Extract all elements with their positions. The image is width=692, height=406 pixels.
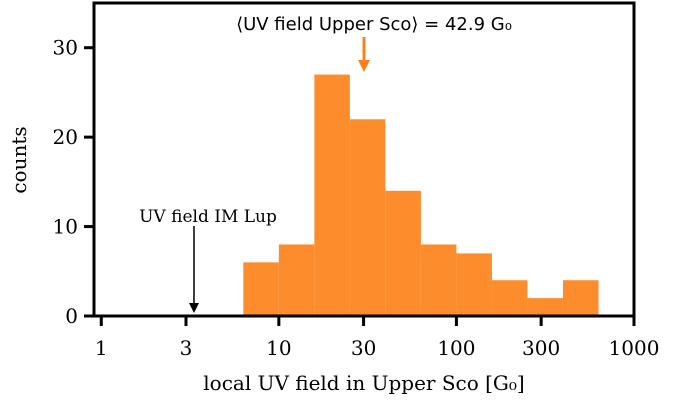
y-tick-label: 10 — [53, 215, 78, 239]
bar — [278, 244, 315, 316]
y-tick-label: 30 — [53, 36, 78, 60]
x-axis-label: local UV field in Upper Sco [G₀] — [203, 371, 524, 395]
y-tick-label: 20 — [53, 125, 78, 149]
x-tick-label: 100 — [437, 336, 475, 360]
mean-annotation: ⟨UV field Upper Sco⟩ = 42.9 G₀ — [236, 14, 512, 35]
bar — [491, 280, 528, 316]
bar — [243, 262, 279, 316]
x-tick-label: 300 — [522, 336, 560, 360]
x-tick-label: 30 — [351, 336, 376, 360]
bar — [385, 190, 421, 316]
x-tick-label: 10 — [266, 336, 291, 360]
y-axis-label: counts — [7, 126, 31, 193]
mean-arrow-head — [358, 60, 370, 72]
x-tick-label: 1000 — [609, 336, 660, 360]
bar — [314, 74, 350, 317]
im-lup-arrow-head — [189, 303, 199, 313]
x-tick-label: 3 — [180, 336, 193, 360]
bar — [456, 253, 492, 316]
x-tick-label: 1 — [95, 336, 108, 360]
bar — [527, 298, 563, 316]
bar — [349, 119, 386, 316]
bar — [420, 244, 457, 316]
y-tick-label: 0 — [65, 304, 78, 328]
bar — [562, 280, 599, 316]
plot-frame — [92, 1, 636, 318]
im-lup-annotation: UV field IM Lup — [139, 207, 277, 227]
